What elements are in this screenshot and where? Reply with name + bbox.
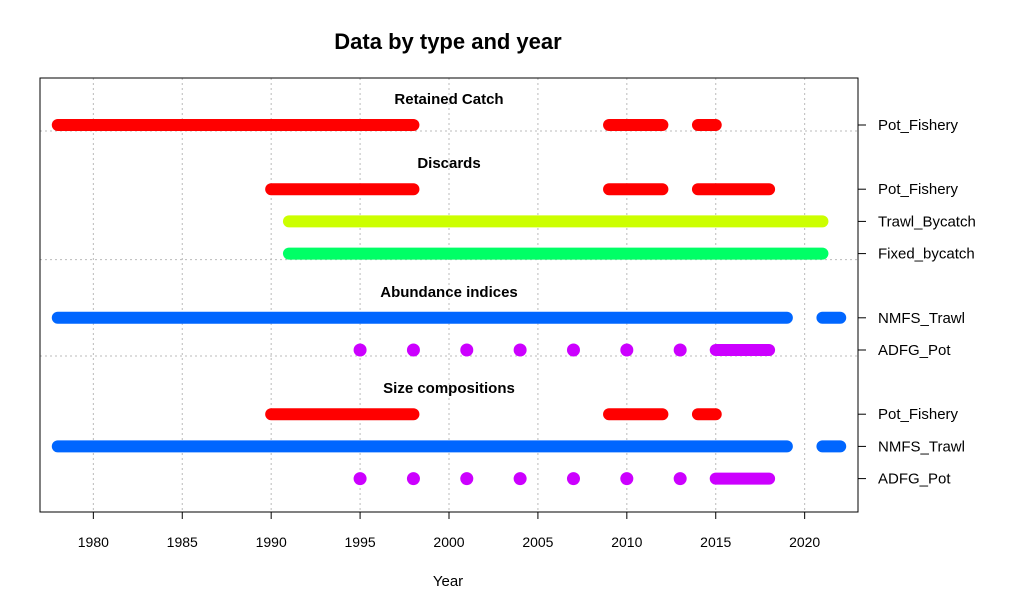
data-point — [566, 343, 580, 357]
group-label: Retained Catch — [394, 91, 503, 108]
x-tick-label: 2005 — [522, 534, 553, 550]
group-label: Size compositions — [383, 380, 515, 397]
row-label: ADFG_Pot — [878, 471, 951, 488]
row-label: NMFS_Trawl — [878, 310, 965, 327]
data-point — [673, 343, 687, 357]
group-label: Discards — [417, 155, 480, 172]
x-tick-label: 1985 — [167, 534, 198, 550]
data-point — [566, 472, 580, 486]
x-tick-label: 1995 — [345, 534, 376, 550]
row-label: Pot_Fishery — [878, 181, 959, 198]
x-axis: 1980 1985 1990 1995 2000 2005 2010 2015 2020 — [78, 124, 866, 550]
x-tick-label: 2000 — [433, 534, 464, 550]
row-label: Fixed_bycatch — [878, 246, 975, 263]
x-axis-label: Year — [433, 573, 463, 590]
data-point — [620, 343, 634, 357]
row-label: NMFS_Trawl — [878, 438, 965, 455]
row-label: ADFG_Pot — [878, 342, 951, 359]
x-tick-label: 2015 — [700, 534, 731, 550]
chart-title: Data by type and year — [334, 29, 562, 54]
group-label: Abundance indices — [380, 284, 518, 301]
data-point — [406, 472, 420, 486]
data-point — [406, 343, 420, 357]
data-point — [353, 343, 367, 357]
row-label: Pot_Fishery — [878, 117, 959, 134]
row-labels: Retained Catch Discards Abundance indices S… — [380, 91, 976, 488]
data-point — [460, 343, 474, 357]
x-tick-label: 2010 — [611, 534, 642, 550]
x-tick-label: 1990 — [256, 534, 287, 550]
data-point — [620, 472, 634, 486]
row-label: Pot_Fishery — [878, 406, 959, 423]
data-point — [673, 472, 687, 486]
data-point — [353, 472, 367, 486]
data-point — [460, 472, 474, 486]
x-tick-label: 1980 — [78, 534, 109, 550]
x-tick-label: 2020 — [789, 534, 820, 550]
row-label: Trawl_Bycatch — [878, 213, 976, 230]
data-point — [513, 472, 527, 486]
data-point — [513, 343, 527, 357]
marks-layer — [51, 119, 847, 486]
